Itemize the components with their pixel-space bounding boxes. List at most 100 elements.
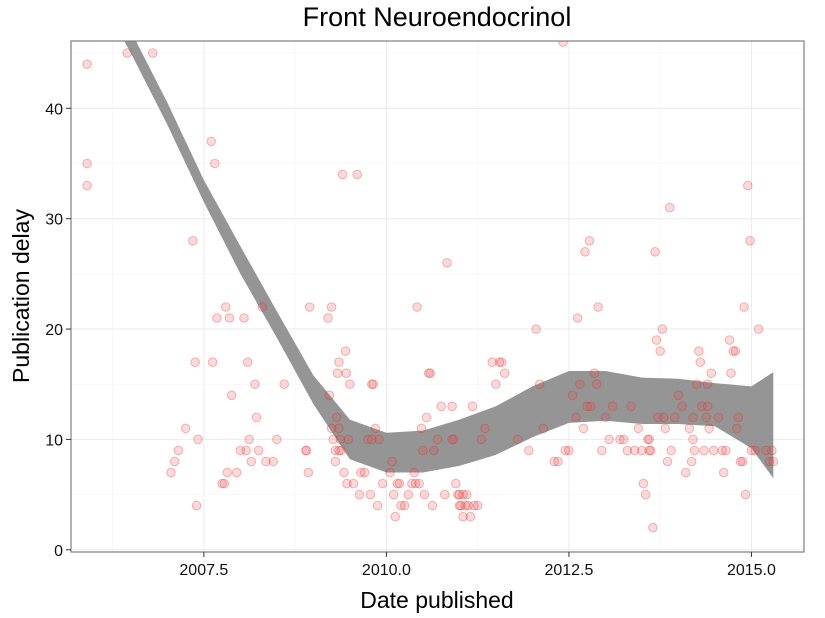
data-point <box>221 302 231 312</box>
data-point <box>684 423 695 434</box>
data-point <box>359 467 370 478</box>
data-point <box>272 434 282 445</box>
data-point <box>388 489 399 500</box>
data-point <box>235 445 246 456</box>
data-point <box>460 500 471 511</box>
data-point <box>418 445 428 456</box>
data-point <box>416 423 427 434</box>
data-point <box>324 390 335 401</box>
data-point <box>578 423 589 434</box>
chart-title: Front Neuroendocrinol <box>303 2 572 32</box>
data-point <box>697 401 707 412</box>
data-point <box>480 423 490 434</box>
axes: 2007.5 2010.0 2012.5 2015.0 0 10 20 30 40 <box>45 101 776 579</box>
data-point <box>169 456 180 467</box>
x-tick-label: 2012.5 <box>544 562 593 579</box>
data-point <box>210 158 220 169</box>
data-point <box>423 368 434 379</box>
data-point <box>348 478 359 489</box>
data-point <box>334 423 344 434</box>
data-point <box>363 434 373 445</box>
data-point <box>330 456 341 467</box>
data-point <box>180 423 191 434</box>
data-point <box>655 346 666 356</box>
data-point <box>253 445 264 456</box>
x-tick-label: 2007.5 <box>179 562 228 579</box>
data-point <box>461 489 472 500</box>
data-point <box>343 434 354 445</box>
data-point <box>746 445 757 456</box>
data-point <box>337 169 348 180</box>
data-point <box>702 401 713 412</box>
data-point <box>670 412 680 423</box>
data-point <box>640 489 651 500</box>
data-point <box>410 478 421 489</box>
data-point <box>367 434 377 445</box>
data-point <box>323 313 333 323</box>
data-point <box>250 379 260 390</box>
data-point <box>750 445 760 456</box>
data-point <box>304 302 315 312</box>
data-point <box>626 401 636 412</box>
data-point <box>659 412 669 423</box>
data-point <box>207 357 218 368</box>
data-point <box>718 467 729 478</box>
data-point <box>622 445 633 456</box>
data-point <box>472 500 483 511</box>
data-point <box>689 445 700 456</box>
data-point <box>442 258 452 268</box>
data-point <box>618 434 629 445</box>
data-point <box>591 379 602 390</box>
data-point <box>82 59 92 69</box>
data-point <box>650 247 660 257</box>
data-point <box>336 445 346 456</box>
data-point <box>467 401 478 412</box>
data-point <box>549 456 560 467</box>
data-point <box>580 247 590 257</box>
data-point <box>553 456 563 467</box>
data-point <box>82 158 92 169</box>
data-point <box>334 445 344 456</box>
data-point <box>394 478 405 489</box>
data-point <box>688 434 698 445</box>
data-point <box>513 434 523 445</box>
y-tick-label: 30 <box>45 212 63 229</box>
data-point <box>301 445 311 456</box>
data-point <box>699 445 709 456</box>
data-point <box>447 401 457 412</box>
data-point <box>745 236 755 246</box>
data-point <box>372 500 383 511</box>
data-point <box>403 489 414 500</box>
data-point <box>436 401 447 412</box>
data-point <box>615 434 625 445</box>
data-point <box>440 489 450 500</box>
data-point <box>648 522 658 533</box>
data-point <box>190 357 200 368</box>
data-point <box>340 346 351 356</box>
data-point <box>456 500 466 511</box>
data-point <box>465 511 476 522</box>
data-point <box>717 445 728 456</box>
data-point <box>761 445 771 456</box>
data-point <box>335 434 346 445</box>
data-point <box>354 489 365 500</box>
data-point <box>339 467 349 478</box>
data-point <box>261 456 271 467</box>
data-point <box>387 456 398 467</box>
data-point <box>239 313 249 323</box>
y-tick-label: 10 <box>45 432 63 449</box>
data-point <box>427 500 438 511</box>
data-point <box>303 467 314 478</box>
data-point <box>469 500 479 511</box>
data-point <box>686 456 697 467</box>
data-point <box>396 500 406 511</box>
data-point <box>301 445 311 456</box>
data-point <box>739 302 749 312</box>
data-point <box>365 489 376 500</box>
data-point <box>651 335 662 345</box>
data-point <box>524 445 534 456</box>
data-point <box>458 511 468 522</box>
data-point <box>392 478 403 489</box>
data-point <box>454 489 465 500</box>
